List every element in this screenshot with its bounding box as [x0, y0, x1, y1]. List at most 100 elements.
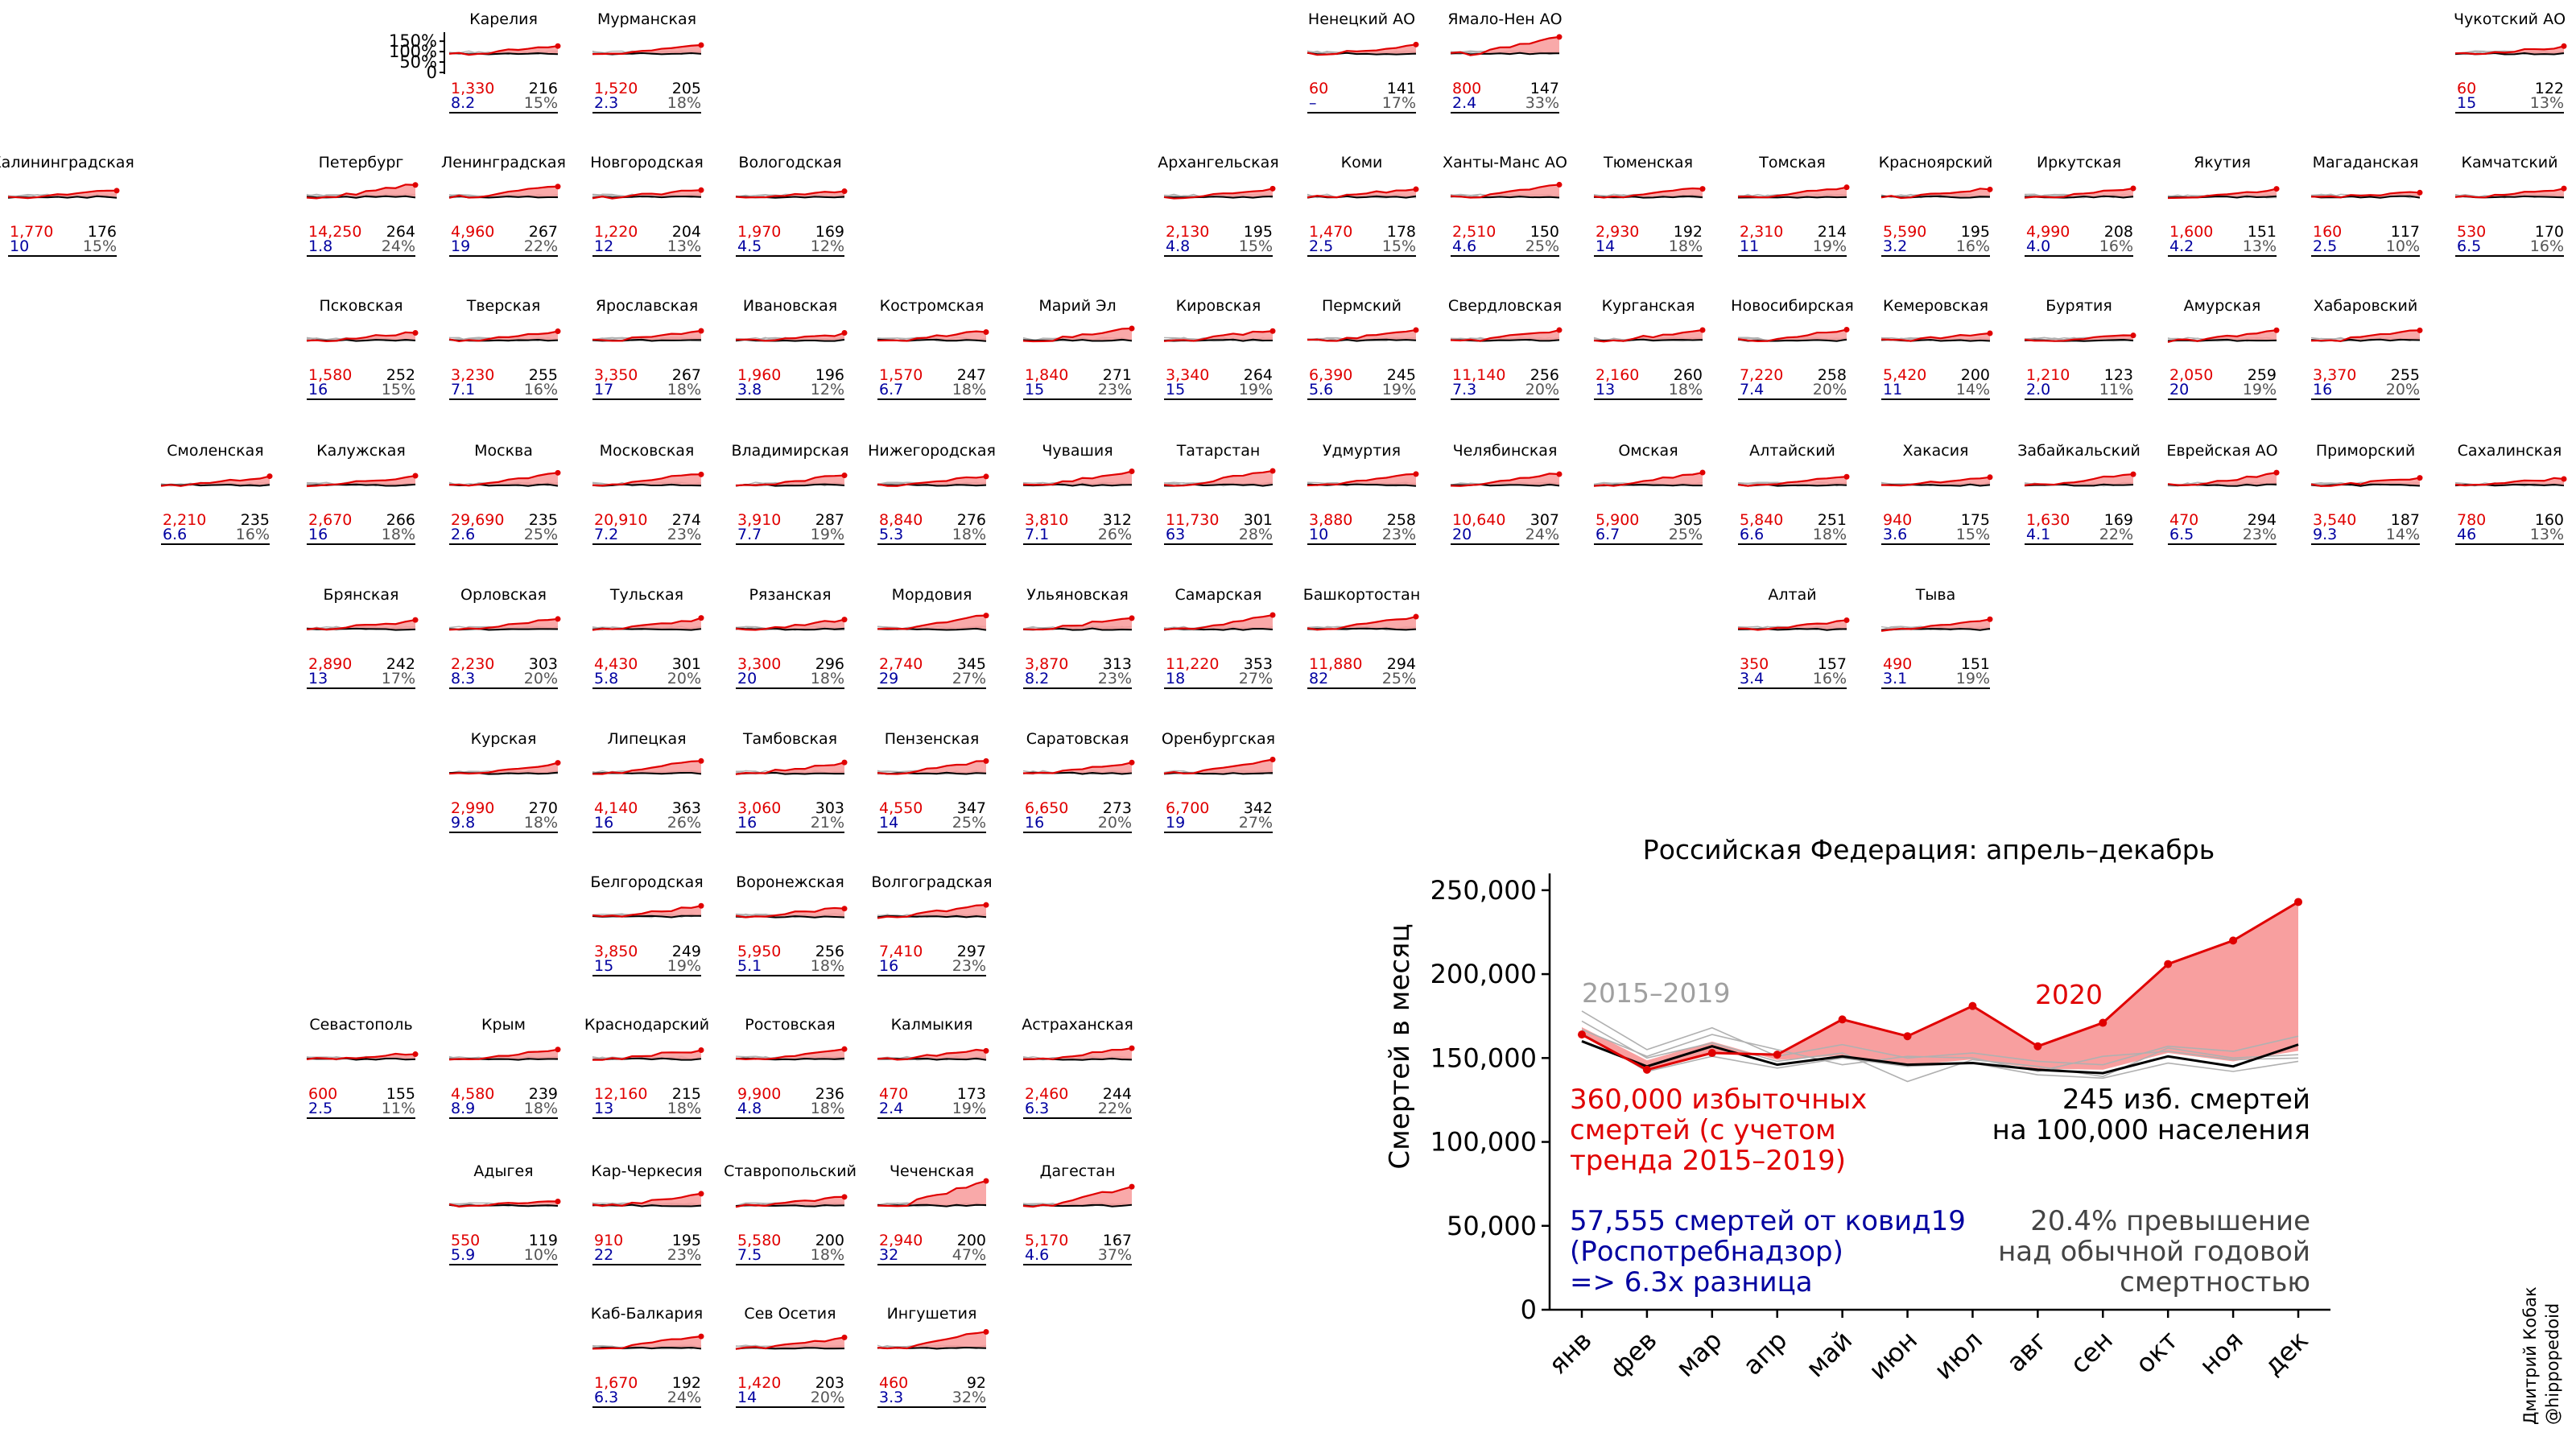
line-2020 — [877, 475, 987, 487]
excess-deaths: 4,430 — [594, 655, 638, 673]
region-title: Удмуртия — [1323, 442, 1401, 460]
line-2020 — [1737, 186, 1847, 199]
excess-percent: 16% — [524, 381, 558, 398]
endpoint-marker — [841, 473, 848, 479]
endpoint-marker — [1987, 616, 1993, 622]
line-2020 — [592, 329, 702, 342]
region-title: Чукотский АО — [2454, 10, 2566, 28]
line-2020 — [2310, 329, 2421, 342]
excess-area — [736, 907, 844, 918]
excess-area — [1307, 617, 1416, 630]
region-panel: Дагестан 5,170 167 4.6 37% — [1022, 1162, 1135, 1265]
main-y-tick-label: 0 — [1521, 1294, 1537, 1325]
excess-deaths: 6,650 — [1025, 799, 1068, 817]
endpoint-marker — [1413, 613, 1419, 620]
region-title: Костромская — [880, 297, 985, 315]
endpoint-marker — [2561, 43, 2567, 49]
panel-y-tick-label: 100% — [389, 42, 437, 61]
main-point-2020 — [2033, 1042, 2042, 1051]
region-panel: Астраханская 2,460 244 6.3 22% — [1022, 1016, 1135, 1119]
covid-ratio: 7.4 — [1740, 381, 1764, 398]
region-panel: Нижегородская 8,840 276 5.3 18% — [868, 442, 996, 545]
line-2020 — [1163, 758, 1274, 775]
excess-per-100k: 256 — [815, 943, 844, 960]
main-x-tick-label: июл — [1928, 1325, 1988, 1385]
excess-per-100k: 276 — [957, 511, 986, 529]
region-title: Карелия — [469, 10, 538, 28]
region-title: Астраханская — [1022, 1016, 1133, 1034]
covid-ratio: 16 — [2313, 381, 2332, 398]
excess-per-100k: 200 — [1961, 366, 1990, 384]
excess-deaths: 3,340 — [1166, 366, 1209, 384]
excess-per-100k: 160 — [2535, 511, 2564, 529]
covid-ratio: 4.5 — [737, 237, 762, 255]
line-2020 — [592, 1335, 702, 1350]
excess-deaths: 2,210 — [163, 511, 206, 529]
excess-percent: 15% — [1956, 526, 1990, 543]
covid-ratio: 15 — [594, 957, 613, 975]
line-2020 — [1163, 188, 1274, 200]
line-2020 — [2310, 191, 2421, 199]
excess-per-100k: 267 — [672, 366, 701, 384]
region-panel: Калмыкия 470 173 2.4 19% — [877, 1016, 989, 1119]
excess-area — [592, 45, 701, 55]
region-panel: Костромская 1,570 247 6.7 18% — [877, 297, 989, 400]
line-2020 — [1022, 327, 1133, 343]
region-title: Белгородская — [590, 873, 703, 891]
endpoint-marker — [698, 615, 704, 621]
covid-ratio: 6.3 — [594, 1389, 618, 1406]
region-title: Алтай — [1768, 586, 1816, 604]
line-2020 — [1022, 762, 1133, 774]
line-2020 — [877, 330, 987, 342]
main-x-tick-label: май — [1800, 1325, 1859, 1384]
excess-percent: 24% — [667, 1389, 701, 1406]
endpoint-marker — [555, 328, 561, 335]
line-2020 — [306, 184, 416, 200]
region-panel: Коми 1,470 178 2.5 15% — [1307, 154, 1419, 257]
region-panel: Крым 4,580 239 8.9 18% — [448, 1016, 561, 1119]
line-2020 — [877, 904, 987, 919]
annotation-per-100k: 245 изб. смертей — [2062, 1084, 2310, 1116]
excess-deaths: 5,590 — [1883, 223, 1926, 241]
excess-area — [877, 331, 986, 341]
endpoint-marker — [1987, 186, 1993, 192]
region-title: Москва — [474, 442, 533, 460]
endpoint-marker — [2561, 476, 2567, 482]
covid-ratio: 15 — [1025, 381, 1044, 398]
covid-ratio: 5.8 — [594, 670, 618, 687]
excess-per-100k: 247 — [957, 366, 986, 384]
excess-area — [1451, 330, 1559, 341]
excess-per-100k: 255 — [529, 366, 558, 384]
excess-percent: 19% — [1813, 237, 1847, 255]
covid-ratio: 3.6 — [1883, 526, 1907, 543]
region-panel: Курская 2,990 270 9.8 18% — [448, 730, 561, 833]
excess-per-100k: 313 — [1103, 655, 1132, 673]
covid-ratio: 2.3 — [594, 94, 618, 112]
region-panel: Белгородская 3,850 249 15 19% — [590, 873, 704, 976]
excess-per-100k: 242 — [386, 655, 415, 673]
line-2020 — [1022, 1186, 1133, 1208]
line-2020 — [1737, 476, 1847, 487]
excess-per-100k: 205 — [672, 80, 701, 97]
covid-ratio: 6.5 — [2457, 237, 2481, 255]
covid-ratio: 12 — [594, 237, 613, 255]
covid-ratio: 7.7 — [737, 526, 762, 543]
region-title: Каб-Балкария — [591, 1305, 704, 1323]
endpoint-marker — [266, 473, 273, 480]
endpoint-marker — [1843, 326, 1850, 332]
region-panel: Хабаровский 3,370 255 16 20% — [2310, 297, 2423, 400]
region-title: Саратовская — [1026, 730, 1129, 748]
region-panel: Брянская 2,890 242 13 17% — [306, 586, 419, 689]
line-2020 — [735, 1048, 845, 1060]
excess-percent: 15% — [524, 94, 558, 112]
excess-per-100k: 203 — [815, 1374, 844, 1392]
region-title: Мордовия — [892, 586, 972, 604]
covid-ratio: 10 — [1309, 526, 1328, 543]
line-2020 — [1163, 330, 1274, 342]
covid-ratio: 3.2 — [1883, 237, 1907, 255]
excess-percent: 16% — [1813, 670, 1847, 687]
region-panel: Смоленская 2,210 235 6.6 16% — [160, 442, 273, 545]
excess-area — [1881, 619, 1990, 631]
line-2020 — [877, 760, 987, 775]
excess-per-100k: 301 — [672, 655, 701, 673]
